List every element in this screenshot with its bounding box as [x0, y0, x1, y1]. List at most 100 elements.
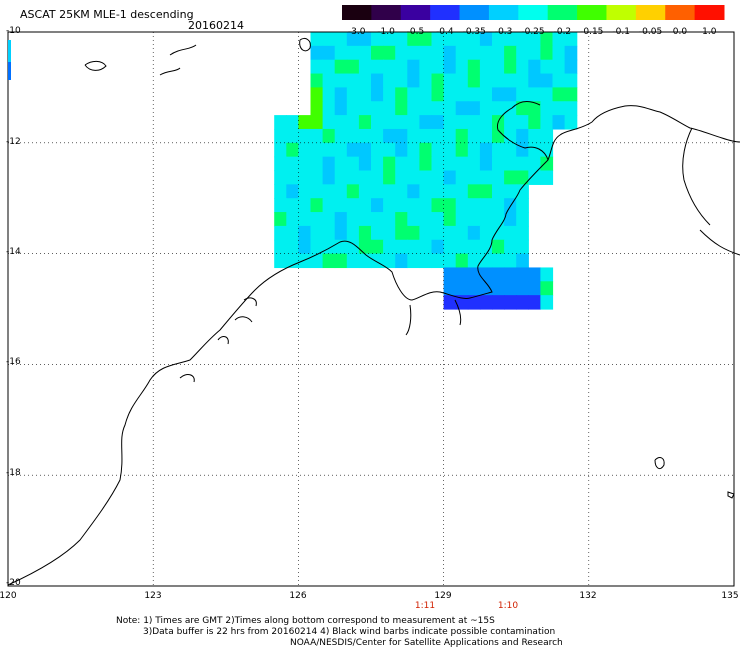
swath-cell [540, 59, 554, 75]
swath-cell [395, 128, 408, 144]
swath-cell [431, 184, 445, 199]
swath-cell [443, 184, 457, 199]
swath-cell [528, 295, 541, 310]
swath-cell [516, 198, 529, 213]
swath-cell [346, 87, 360, 102]
swath-cell [286, 128, 299, 144]
swath-cell [322, 115, 336, 130]
swath-cell [504, 73, 517, 88]
swath-cell [310, 115, 324, 130]
swath-cell [298, 128, 312, 144]
swath-cell [467, 87, 481, 102]
swath-cell [479, 225, 493, 241]
swath-cell [443, 225, 457, 241]
swath-cell [407, 59, 420, 75]
swath-cell [443, 156, 457, 172]
swath-cell [419, 87, 433, 102]
swath-cell [479, 128, 493, 144]
swath-cell [346, 156, 360, 172]
swath-cell [395, 142, 408, 158]
swath-cell [310, 128, 324, 144]
swath-cell [431, 59, 445, 75]
swath-cell [492, 59, 505, 75]
swath-cell [298, 225, 312, 241]
swath-cell [467, 267, 481, 282]
swath-cell [419, 253, 433, 269]
swath-cell [516, 170, 529, 185]
swath-cell [358, 101, 372, 116]
swath-cell [504, 281, 517, 296]
swath-cell [298, 156, 312, 172]
swath-cell [419, 184, 433, 199]
colorbar-swatch [577, 5, 607, 20]
swath-cell [467, 253, 481, 269]
swath-cell [407, 239, 420, 255]
swath-cell [455, 73, 469, 88]
swath-cell [322, 239, 336, 255]
swath-cell [358, 32, 372, 47]
swath-cell [467, 101, 481, 116]
swath-cell [298, 253, 312, 269]
swath-cell [431, 253, 445, 269]
swath-cell [334, 87, 348, 102]
swath-cell [407, 128, 420, 144]
swath-cell [286, 212, 299, 227]
swath-cell [322, 59, 336, 75]
left-legend-strip-2 [8, 62, 11, 80]
swath-cell [431, 239, 445, 255]
swath-cell [443, 142, 457, 158]
swath-cell [516, 128, 529, 144]
swath-cell [371, 198, 384, 213]
swath-cell [383, 225, 396, 241]
swath-cell [395, 73, 408, 88]
swath-cell [358, 212, 372, 227]
swath-cell [552, 115, 566, 130]
swath-cell [455, 115, 469, 130]
swath-cell [334, 212, 348, 227]
swath-cell [552, 45, 566, 61]
swath-cell [395, 45, 408, 61]
swath-cell [504, 115, 517, 130]
swath-cell [322, 32, 336, 47]
swath-cell [492, 239, 505, 255]
swath-cell [467, 295, 481, 310]
swath-cell [540, 115, 554, 130]
colorbar-label: 1.0 [702, 27, 717, 37]
swath-cell [540, 281, 554, 296]
swath-cell [564, 101, 578, 116]
swath-cell [455, 184, 469, 199]
swath-cell [431, 87, 445, 102]
swath-cell [419, 225, 433, 241]
swath-cell [443, 115, 457, 130]
swath-cell [383, 128, 396, 144]
swath-cell [346, 253, 360, 269]
swath-cell [358, 184, 372, 199]
colorbar-swatch [665, 5, 696, 20]
swath-cell [371, 87, 384, 102]
swath-cell [407, 198, 420, 213]
swath-cell [552, 73, 566, 88]
swath-cell [419, 156, 433, 172]
swath-cell [346, 115, 360, 130]
swath-cell [564, 115, 578, 130]
x-tick-label: 120 [0, 591, 17, 601]
swath-cell [479, 101, 493, 116]
swath-cell [419, 239, 433, 255]
island-groote [654, 457, 665, 470]
swath-cell [564, 73, 578, 88]
colorbar-swatch [488, 5, 519, 20]
swath-cell [431, 142, 445, 158]
coastline-gulf [682, 127, 711, 226]
swath-cell [334, 170, 348, 185]
swath-cell [322, 170, 336, 185]
swath-cell [467, 142, 481, 158]
swath-cell [395, 253, 408, 269]
swath-cell [540, 87, 554, 102]
swath-cell [479, 142, 493, 158]
swath-cell [274, 115, 287, 130]
swath-cell [371, 32, 384, 47]
swath-cell [346, 212, 360, 227]
swath-cell [346, 128, 360, 144]
swath-cell [516, 32, 529, 47]
swath-cell [516, 253, 529, 269]
